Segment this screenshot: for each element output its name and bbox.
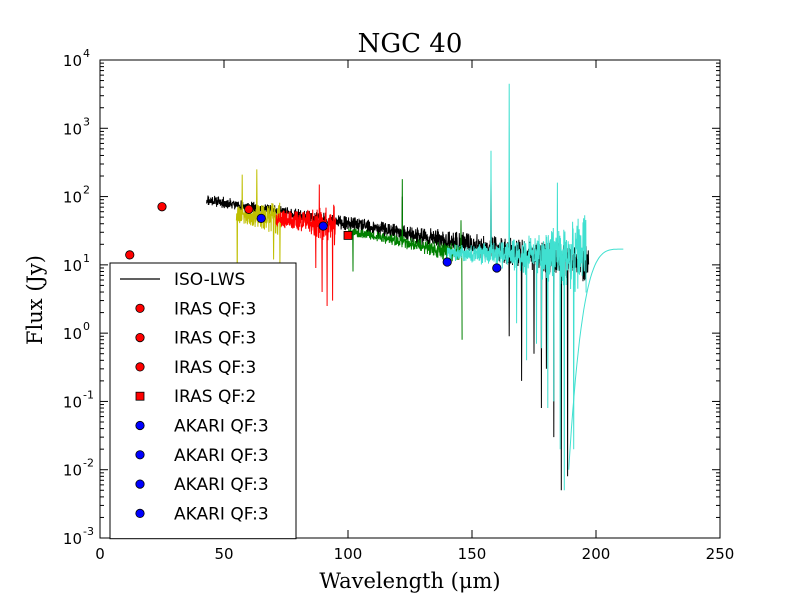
y-tick-label: 10 bbox=[63, 393, 82, 411]
x-tick-label: 250 bbox=[706, 545, 735, 563]
legend-entry-akari-qf-3-swatch bbox=[135, 420, 145, 431]
iras-qf-2-point bbox=[343, 231, 353, 240]
legend-entry-akari-qf-3-label: AKARI QF:3 bbox=[174, 504, 269, 524]
y-tick-label: 10 bbox=[63, 462, 82, 480]
spectrum-spire-ssw bbox=[347, 179, 463, 340]
y-tick-label: 10 bbox=[63, 189, 82, 207]
spectrum-spire-slw bbox=[446, 83, 587, 491]
x-axis-label: Wavelength (μm) bbox=[319, 569, 500, 593]
legend-entry-iras-qf-3-swatch bbox=[135, 362, 145, 372]
y-tick-exponent: 1 bbox=[83, 252, 90, 265]
iras-qf-3-point bbox=[157, 202, 167, 212]
x-tick-label: 50 bbox=[214, 545, 233, 563]
spectrum-pacs-red bbox=[275, 184, 337, 307]
legend-entry-akari-qf-3-label: AKARI QF:3 bbox=[174, 417, 269, 437]
legend-entry-iras-qf-3-label: IRAS QF:3 bbox=[174, 358, 256, 378]
legend-entry-iras-qf-3-swatch bbox=[135, 303, 145, 313]
plot-frame bbox=[99, 59, 721, 539]
y-tick-exponent: 3 bbox=[83, 115, 90, 128]
y-tick-exponent: -3 bbox=[83, 525, 94, 538]
legend-entry-iras-qf-3-label: IRAS QF:3 bbox=[174, 329, 256, 349]
legend: ISO-LWS IRAS QF:3 IRAS QF:3 IRAS QF:3 IRAS Q… bbox=[109, 262, 297, 540]
akari-qf-3-point bbox=[492, 263, 502, 273]
legend-entry-akari-qf-3-label: AKARI QF:3 bbox=[174, 446, 269, 466]
legend-entry-akari-qf-3-swatch bbox=[135, 479, 145, 489]
x-tick-label: 100 bbox=[334, 545, 363, 563]
y-tick-label: 10 bbox=[63, 120, 82, 138]
x-tick-label: 200 bbox=[582, 545, 611, 563]
y-tick-exponent: -2 bbox=[83, 457, 94, 470]
x-tick-label: 0 bbox=[95, 545, 105, 563]
legend-entry-iras-qf-2-label: IRAS QF:2 bbox=[174, 387, 256, 407]
y-axis-label: Flux (Jy) bbox=[23, 255, 47, 345]
chart-title: NGC 40 bbox=[358, 29, 463, 59]
y-tick-exponent: 0 bbox=[83, 320, 90, 333]
legend-entry-akari-qf-3-label: AKARI QF:3 bbox=[174, 475, 269, 495]
akari-qf-3-point bbox=[442, 257, 452, 267]
legend-entry-akari-qf-3-swatch bbox=[135, 508, 145, 519]
y-tick-exponent: 4 bbox=[83, 47, 90, 60]
spectrum-spire-slw bbox=[568, 248, 624, 470]
akari-qf-3-point bbox=[256, 213, 266, 223]
y-tick-label: 10 bbox=[63, 257, 82, 275]
y-tick-label: 10 bbox=[63, 52, 82, 70]
spectra-layer bbox=[206, 83, 624, 491]
iras-qf-3-point bbox=[244, 204, 254, 214]
iras-qf-3-point bbox=[125, 250, 135, 260]
legend-entry-akari-qf-3-swatch bbox=[135, 450, 145, 460]
y-tick-exponent: 2 bbox=[83, 184, 90, 197]
y-tick-label: 10 bbox=[63, 530, 82, 548]
legend-entry-iras-qf-3-label: IRAS QF:3 bbox=[174, 299, 256, 319]
legend-entry-iras-qf-2-swatch bbox=[135, 391, 145, 401]
y-tick-exponent: -1 bbox=[83, 388, 94, 401]
x-tick-label: 150 bbox=[458, 545, 487, 563]
legend-entry-iras-qf-3-swatch bbox=[135, 332, 145, 343]
legend-entry-iso-lws-label: ISO-LWS bbox=[174, 270, 245, 290]
markers-layer bbox=[125, 202, 502, 273]
y-tick-label: 10 bbox=[63, 325, 82, 343]
akari-qf-3-point bbox=[318, 221, 328, 231]
